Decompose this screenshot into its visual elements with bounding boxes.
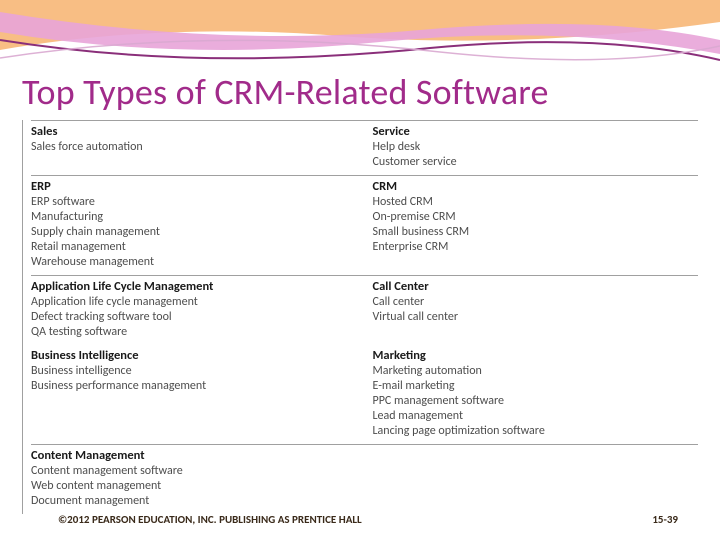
list-item: Call center bbox=[373, 295, 699, 310]
section-heading: ERP bbox=[31, 179, 357, 194]
crm-software-table: Sales Sales force automation Service Hel… bbox=[22, 120, 698, 514]
list-item: ERP software bbox=[31, 195, 357, 210]
list-item: QA testing software bbox=[31, 325, 357, 340]
section-heading: Sales bbox=[31, 124, 357, 139]
list-item: Virtual call center bbox=[373, 310, 699, 325]
section-heading: Marketing bbox=[373, 348, 699, 363]
slide-footer: ©2012 PEARSON EDUCATION, INC. PUBLISHING… bbox=[0, 513, 720, 526]
table-row: ERP ERP software Manufacturing Supply ch… bbox=[31, 175, 698, 275]
list-item: Warehouse management bbox=[31, 255, 357, 270]
list-item: Supply chain management bbox=[31, 225, 357, 240]
list-item: On-premise CRM bbox=[373, 210, 699, 225]
page-title: Top Types of CRM-Related Software bbox=[22, 70, 698, 114]
section-heading: CRM bbox=[373, 179, 699, 194]
list-item: Business performance management bbox=[31, 379, 357, 394]
list-item: Small business CRM bbox=[373, 225, 699, 240]
list-item: Customer service bbox=[373, 155, 699, 170]
section-heading: Service bbox=[373, 124, 699, 139]
list-item: Help desk bbox=[373, 140, 699, 155]
list-item: Document management bbox=[31, 494, 357, 509]
list-item: PPC management software bbox=[373, 394, 699, 409]
section-heading: Application Life Cycle Management bbox=[31, 279, 357, 294]
copyright-text: ©2012 PEARSON EDUCATION, INC. PUBLISHING… bbox=[58, 513, 362, 526]
list-item: Lancing page optimization software bbox=[373, 424, 699, 439]
page-number: 15-39 bbox=[652, 513, 678, 526]
list-item: Sales force automation bbox=[31, 140, 357, 155]
list-item: Lead management bbox=[373, 409, 699, 424]
list-item: Manufacturing bbox=[31, 210, 357, 225]
table-row: Sales Sales force automation Service Hel… bbox=[31, 120, 698, 175]
list-item: Business intelligence bbox=[31, 364, 357, 379]
list-item: Application life cycle management bbox=[31, 295, 357, 310]
list-item: Enterprise CRM bbox=[373, 240, 699, 255]
list-item: E-mail marketing bbox=[373, 379, 699, 394]
list-item: Defect tracking software tool bbox=[31, 310, 357, 325]
list-item: Marketing automation bbox=[373, 364, 699, 379]
table-row: Application Life Cycle Management Applic… bbox=[31, 275, 698, 345]
section-heading: Business Intelligence bbox=[31, 348, 357, 363]
list-item: Hosted CRM bbox=[373, 195, 699, 210]
table-row: Business Intelligence Business intellige… bbox=[31, 345, 698, 444]
list-item: Content management software bbox=[31, 464, 357, 479]
section-heading: Content Management bbox=[31, 448, 357, 463]
list-item: Retail management bbox=[31, 240, 357, 255]
list-item: Web content management bbox=[31, 479, 357, 494]
table-row: Content Management Content management so… bbox=[31, 444, 698, 514]
section-heading: Call Center bbox=[373, 279, 699, 294]
